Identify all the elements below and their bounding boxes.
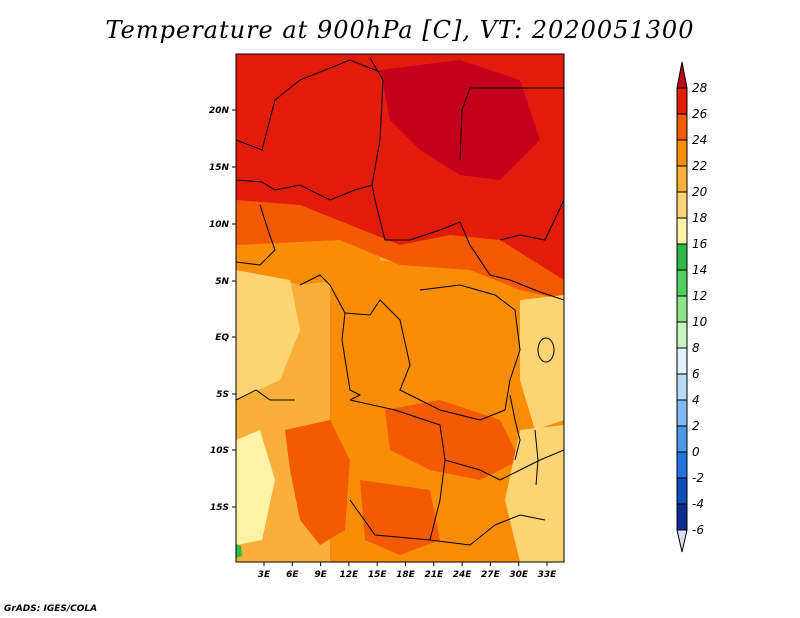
colorbar-segment xyxy=(676,373,688,401)
lon-tick-label: 15E xyxy=(368,570,388,580)
colorbar-label: 14 xyxy=(692,263,707,277)
lon-tick-label: 30E xyxy=(509,570,529,580)
colorbar-segment xyxy=(676,217,688,245)
colorbar-label: 28 xyxy=(692,81,708,95)
colorbar-label: 6 xyxy=(692,367,700,381)
colorbar-segment xyxy=(676,139,688,167)
lat-tick-label: 10S xyxy=(210,446,229,456)
lon-tick-label: 21E xyxy=(424,570,444,580)
colorbar-segment xyxy=(676,425,688,453)
colorbar-label: -6 xyxy=(692,523,704,537)
colorbar-segment xyxy=(676,243,688,271)
band-22-24-west xyxy=(236,230,380,285)
colorbar-label: 8 xyxy=(692,341,700,355)
lon-tick-label: 3E xyxy=(258,570,271,580)
band-24-26-south xyxy=(360,480,440,555)
lon-tick-label: 9E xyxy=(314,570,327,580)
colorbar-label: 2 xyxy=(692,419,700,433)
lat-tick-label: 20N xyxy=(209,106,230,116)
colorbar-label: 4 xyxy=(692,393,700,407)
band-16-18-coast xyxy=(236,430,275,545)
colorbar-label: 22 xyxy=(692,159,707,173)
lon-tick-label: 33E xyxy=(538,570,558,580)
grads-credit: GrADS: IGES/COLA xyxy=(4,604,98,614)
colorbar-segment xyxy=(676,477,688,505)
band-18-20-atlantic xyxy=(236,270,300,400)
lat-tick-label: 15N xyxy=(209,163,230,173)
colorbar-label: 20 xyxy=(692,185,708,199)
colorbar-segment xyxy=(676,191,688,219)
colorbar-segment xyxy=(676,347,688,375)
plot-frame xyxy=(235,53,565,563)
lon-tick-label: 6E xyxy=(286,570,299,580)
lat-tick-label: 15S xyxy=(210,503,229,513)
colorbar-segment xyxy=(676,165,688,193)
colorbar-label: 24 xyxy=(692,133,707,147)
colorbar-label: 26 xyxy=(692,107,708,121)
colorbar-label: 0 xyxy=(692,445,700,459)
lon-tick-label: 18E xyxy=(396,570,416,580)
country-borders xyxy=(236,57,564,546)
lon-tick-label: 27E xyxy=(481,570,501,580)
colorbar-label: -4 xyxy=(692,497,704,511)
colorbar-label: 16 xyxy=(692,237,708,251)
colorbar-segment xyxy=(676,399,688,427)
lon-tick-label: 12E xyxy=(340,570,360,580)
band-28-plus xyxy=(380,60,540,180)
colorbar-segment xyxy=(676,503,688,531)
band-24-26-south-central xyxy=(385,400,520,480)
lat-tick-label: 5S xyxy=(216,390,229,400)
band-18-20-southeast xyxy=(505,425,564,562)
colorbar-bottom-arrow xyxy=(676,529,688,553)
colorbar-segment xyxy=(676,295,688,323)
colorbar-label: 10 xyxy=(692,315,708,329)
colorbar-top-arrow xyxy=(676,61,688,89)
lat-tick-label: EQ xyxy=(215,333,229,343)
colorbar-segment xyxy=(676,87,688,115)
latitude-axis: 20N 15N 10N 5N EQ 5S 10S 15S xyxy=(209,106,236,513)
band-24-26-south-west xyxy=(285,420,350,545)
band-14-16-spot xyxy=(236,544,242,558)
lat-tick-label: 5N xyxy=(215,277,229,287)
colorbar-segment xyxy=(676,451,688,479)
lat-tick-label: 10N xyxy=(209,220,230,230)
colorbar-segment xyxy=(676,321,688,349)
colorbar-label: 18 xyxy=(692,211,708,225)
colorbar-segment xyxy=(676,113,688,141)
longitude-axis: 3E 6E 9E 12E 15E 18E 21E 24E 27E 30E 33E xyxy=(258,562,557,580)
colorbar-label: -2 xyxy=(692,471,704,485)
band-18-20-highlands xyxy=(520,295,564,430)
colorbar-label: 12 xyxy=(692,289,707,303)
lake-outlines xyxy=(509,337,555,486)
colorbar-segment xyxy=(676,269,688,297)
chart-title: Temperature at 900hPa [C], VT: 202005130… xyxy=(105,16,695,44)
lon-tick-label: 24E xyxy=(453,570,473,580)
temperature-field xyxy=(236,54,564,562)
